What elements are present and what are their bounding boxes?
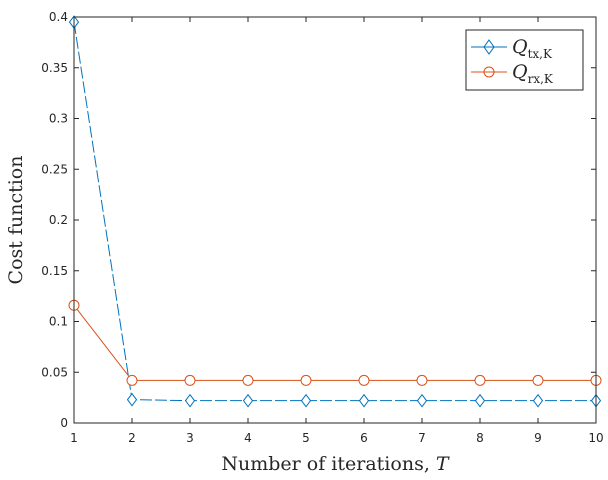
series-tx-point bbox=[242, 393, 254, 408]
series-rx-point bbox=[474, 374, 486, 386]
series-tx-line bbox=[73, 21, 596, 402]
legend-box bbox=[465, 29, 584, 91]
series-tx-point bbox=[532, 393, 544, 408]
x-axis-label: Number of iterations, T bbox=[221, 453, 450, 475]
y-tick-label: 0 bbox=[60, 416, 68, 430]
legend-entry-tx: Qtx,K bbox=[471, 36, 553, 61]
y-axis-label: Cost function bbox=[5, 156, 27, 285]
legend: Qtx,K Qrx,K bbox=[465, 29, 584, 91]
series-tx-point bbox=[300, 393, 312, 408]
series-rx-point bbox=[242, 374, 254, 386]
legend-tx-diamond-marker bbox=[483, 39, 495, 55]
series-tx-point bbox=[184, 393, 196, 408]
plot-lines bbox=[73, 21, 596, 402]
y-tick-label: 0.25 bbox=[41, 162, 68, 176]
legend-entry-rx: Qrx,K bbox=[471, 61, 554, 86]
series-rx-point bbox=[416, 374, 428, 386]
y-axis-ticks: 0 0.05 0.1 0.15 0.2 0.25 0.3 0.35 0.4 bbox=[41, 10, 596, 430]
x-tick-label: 3 bbox=[186, 431, 194, 445]
legend-tx-label: Qtx,K bbox=[512, 36, 553, 61]
series-rx-point bbox=[126, 374, 138, 386]
y-tick-label: 0.1 bbox=[49, 315, 68, 329]
y-tick-label: 0.3 bbox=[49, 112, 68, 126]
series-tx-point bbox=[358, 393, 370, 408]
series-rx-line bbox=[73, 304, 596, 381]
y-tick-label: 0.4 bbox=[49, 10, 68, 24]
legend-rx-circle-marker bbox=[483, 66, 495, 78]
y-tick-label: 0.05 bbox=[41, 365, 68, 379]
x-tick-label: 7 bbox=[418, 431, 426, 445]
x-axis-ticks: 1 2 3 4 5 6 7 8 9 10 bbox=[70, 17, 604, 445]
x-tick-label: 9 bbox=[534, 431, 542, 445]
series-rx-point bbox=[532, 374, 544, 386]
x-tick-label: 10 bbox=[588, 431, 603, 445]
x-tick-label: 2 bbox=[128, 431, 136, 445]
x-tick-label: 5 bbox=[302, 431, 310, 445]
series-tx-point bbox=[416, 393, 428, 408]
legend-rx-label: Qrx,K bbox=[512, 61, 554, 86]
plot-markers bbox=[68, 15, 602, 408]
series-rx-point bbox=[184, 374, 196, 386]
y-tick-label: 0.15 bbox=[41, 264, 68, 278]
x-tick-label: 6 bbox=[360, 431, 368, 445]
series-rx-point bbox=[300, 374, 312, 386]
y-tick-label: 0.2 bbox=[49, 213, 68, 227]
x-tick-label: 1 bbox=[70, 431, 78, 445]
x-tick-label: 8 bbox=[476, 431, 484, 445]
series-rx-point bbox=[358, 374, 370, 386]
series-tx-point bbox=[126, 392, 138, 407]
x-tick-label: 4 bbox=[244, 431, 252, 445]
y-tick-label: 0.35 bbox=[41, 61, 68, 75]
series-tx-point bbox=[474, 393, 486, 408]
